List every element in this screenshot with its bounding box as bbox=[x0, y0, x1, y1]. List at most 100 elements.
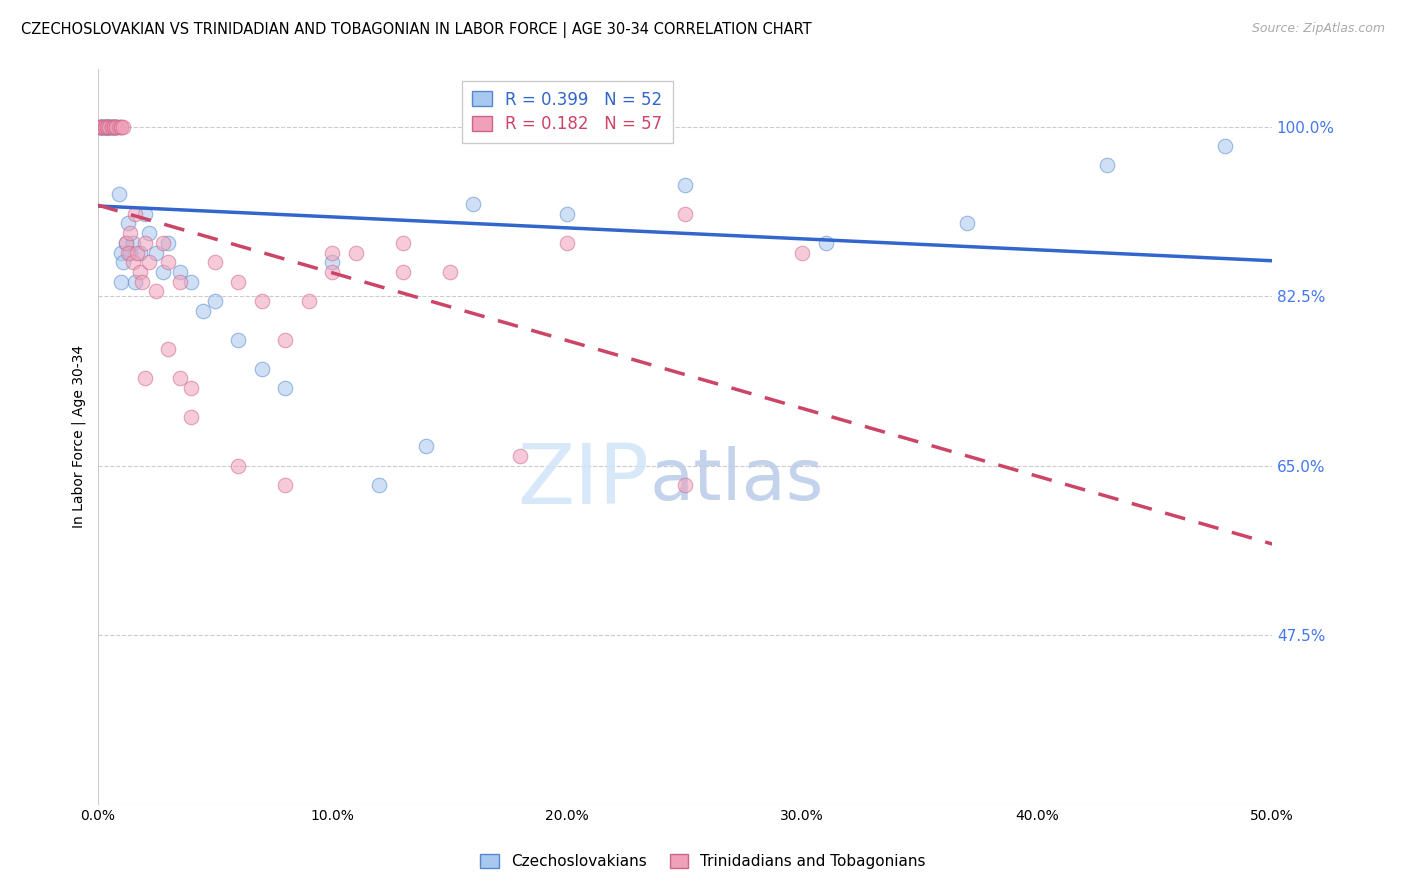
Point bbox=[321, 245, 343, 260]
Point bbox=[1213, 139, 1236, 153]
Point bbox=[673, 478, 696, 492]
Point bbox=[321, 265, 343, 279]
Point bbox=[98, 120, 121, 134]
Point bbox=[110, 245, 132, 260]
Point bbox=[228, 275, 250, 289]
Point bbox=[145, 245, 167, 260]
Point bbox=[555, 207, 578, 221]
Point bbox=[120, 245, 142, 260]
Point bbox=[131, 275, 153, 289]
Point bbox=[96, 120, 118, 134]
Point bbox=[134, 371, 156, 385]
Point bbox=[955, 217, 977, 231]
Text: ZIP: ZIP bbox=[517, 441, 650, 521]
Point bbox=[127, 245, 149, 260]
Point bbox=[124, 275, 146, 289]
Point bbox=[91, 120, 114, 134]
Point bbox=[117, 245, 139, 260]
Point bbox=[121, 235, 143, 250]
Point bbox=[439, 265, 461, 279]
Point bbox=[89, 120, 111, 134]
Point bbox=[169, 371, 191, 385]
Point bbox=[120, 226, 142, 240]
Point bbox=[89, 120, 111, 134]
Text: CZECHOSLOVAKIAN VS TRINIDADIAN AND TOBAGONIAN IN LABOR FORCE | AGE 30-34 CORRELA: CZECHOSLOVAKIAN VS TRINIDADIAN AND TOBAG… bbox=[21, 22, 811, 38]
Point bbox=[100, 120, 122, 134]
Point bbox=[180, 275, 202, 289]
Point bbox=[114, 235, 136, 250]
Point bbox=[98, 120, 121, 134]
Point bbox=[134, 207, 156, 221]
Point bbox=[274, 381, 297, 395]
Point bbox=[93, 120, 115, 134]
Point bbox=[91, 120, 114, 134]
Point bbox=[814, 235, 837, 250]
Point bbox=[96, 120, 118, 134]
Point bbox=[156, 235, 179, 250]
Point bbox=[103, 120, 125, 134]
Point bbox=[138, 255, 160, 269]
Point bbox=[93, 120, 115, 134]
Point bbox=[100, 120, 122, 134]
Point bbox=[169, 275, 191, 289]
Point bbox=[110, 120, 132, 134]
Point bbox=[463, 197, 485, 211]
Point bbox=[673, 207, 696, 221]
Point bbox=[107, 187, 129, 202]
Point bbox=[138, 226, 160, 240]
Point bbox=[298, 293, 321, 308]
Point bbox=[193, 303, 215, 318]
Point bbox=[321, 255, 343, 269]
Point bbox=[152, 265, 174, 279]
Point bbox=[169, 265, 191, 279]
Point bbox=[112, 255, 135, 269]
Point bbox=[792, 245, 814, 260]
Text: atlas: atlas bbox=[650, 446, 824, 516]
Point bbox=[105, 120, 128, 134]
Point bbox=[89, 120, 111, 134]
Legend: R = 0.399   N = 52, R = 0.182   N = 57: R = 0.399 N = 52, R = 0.182 N = 57 bbox=[463, 80, 672, 144]
Point bbox=[228, 458, 250, 473]
Point bbox=[274, 478, 297, 492]
Point bbox=[204, 293, 226, 308]
Point bbox=[121, 255, 143, 269]
Point bbox=[274, 333, 297, 347]
Point bbox=[156, 255, 179, 269]
Point bbox=[93, 120, 115, 134]
Point bbox=[509, 449, 531, 463]
Point bbox=[96, 120, 118, 134]
Point bbox=[93, 120, 115, 134]
Point bbox=[117, 217, 139, 231]
Point bbox=[152, 235, 174, 250]
Point bbox=[98, 120, 121, 134]
Point bbox=[103, 120, 125, 134]
Point bbox=[91, 120, 114, 134]
Point bbox=[105, 120, 128, 134]
Point bbox=[91, 120, 114, 134]
Point bbox=[100, 120, 122, 134]
Point bbox=[134, 235, 156, 250]
Point bbox=[100, 120, 122, 134]
Point bbox=[180, 381, 202, 395]
Point bbox=[228, 333, 250, 347]
Point bbox=[673, 178, 696, 192]
Point bbox=[344, 245, 367, 260]
Point bbox=[112, 120, 135, 134]
Text: Source: ZipAtlas.com: Source: ZipAtlas.com bbox=[1251, 22, 1385, 36]
Point bbox=[250, 293, 273, 308]
Point bbox=[91, 120, 114, 134]
Point bbox=[392, 265, 415, 279]
Point bbox=[128, 245, 150, 260]
Point bbox=[105, 120, 128, 134]
Point bbox=[204, 255, 226, 269]
Point bbox=[250, 361, 273, 376]
Point bbox=[128, 265, 150, 279]
Legend: Czechoslovakians, Trinidadians and Tobagonians: Czechoslovakians, Trinidadians and Tobag… bbox=[474, 848, 932, 875]
Point bbox=[110, 275, 132, 289]
Point bbox=[180, 410, 202, 425]
Point bbox=[145, 285, 167, 299]
Point bbox=[392, 235, 415, 250]
Point bbox=[103, 120, 125, 134]
Point bbox=[96, 120, 118, 134]
Point bbox=[105, 120, 128, 134]
